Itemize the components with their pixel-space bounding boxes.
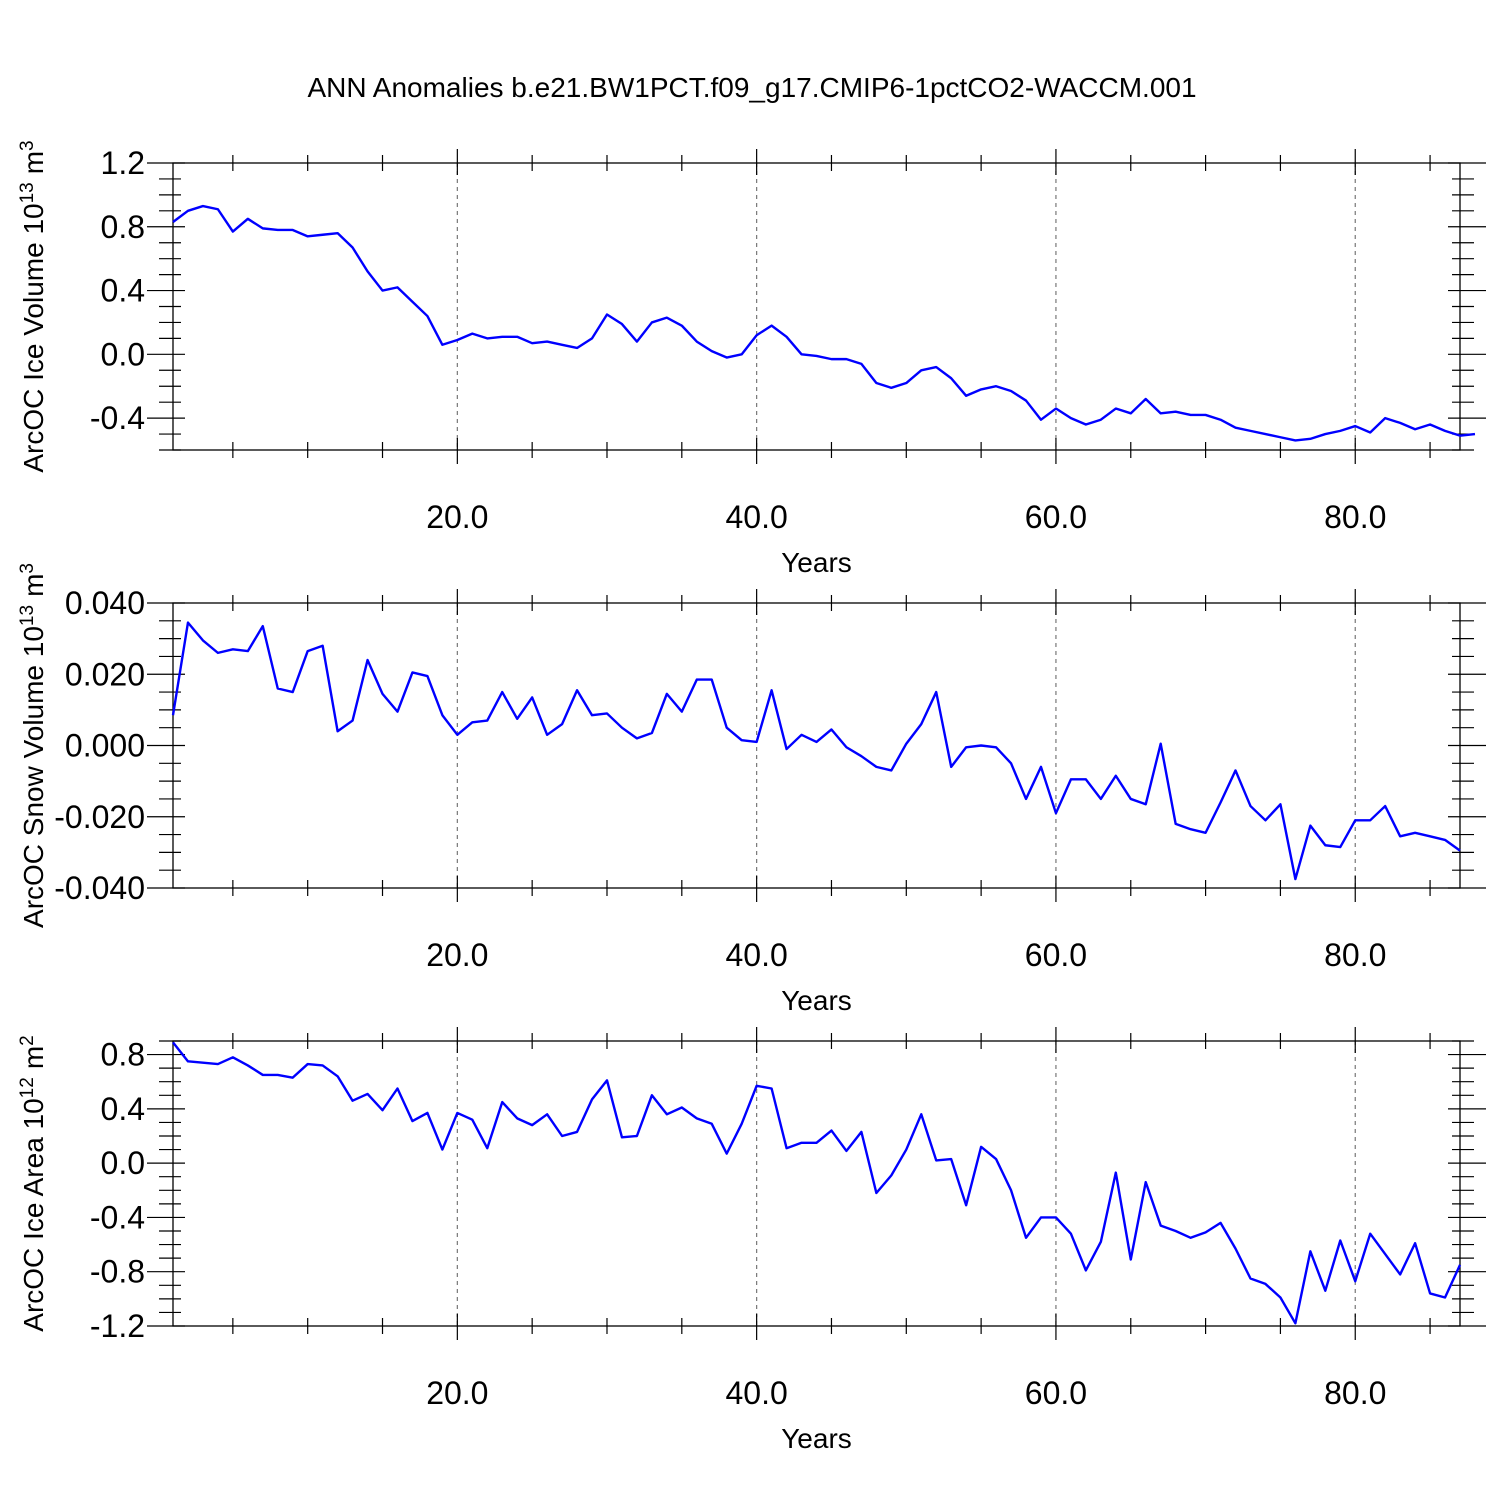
x-tick-label: 20.0 xyxy=(426,937,488,973)
x-tick-label: 40.0 xyxy=(725,499,787,535)
series-line xyxy=(171,621,1461,881)
x-tick-label: 80.0 xyxy=(1324,937,1386,973)
x-tick-label: 80.0 xyxy=(1324,1375,1386,1411)
y-axis-title-part: ArcOC Ice Area 10 xyxy=(18,1098,49,1331)
y-tick-label: 0.8 xyxy=(101,209,145,245)
x-axis-title: Years xyxy=(781,1423,852,1454)
y-axis-title: ArcOC Ice Volume 1013 m3 xyxy=(17,140,50,472)
x-tick-label: 60.0 xyxy=(1025,1375,1087,1411)
series-line xyxy=(172,204,1476,442)
y-tick-label: -0.8 xyxy=(90,1254,145,1290)
y-tick-label: 1.2 xyxy=(101,145,145,181)
series-line xyxy=(172,1041,1462,1325)
x-tick-label: 40.0 xyxy=(725,937,787,973)
panel-3: -1.2 -0.8 -0.4 0.0 0.4 0.8 20.0 40.0 60.0 80.0 Yea… xyxy=(17,1027,1486,1454)
y-axis-title-superscript: 12 xyxy=(17,1077,38,1098)
y-axis-title-superscript: 13 xyxy=(17,182,38,203)
plot-frame xyxy=(172,1040,1461,1327)
y-axis-title-superscript: 2 xyxy=(17,1035,38,1046)
y-axis-title-superscript: 3 xyxy=(17,140,38,151)
y-tick-label: -0.4 xyxy=(90,400,145,436)
panel-1: -0.4 0.0 0.4 0.8 1.2 20.0 40.0 60.0 80.0 Years Arc… xyxy=(17,140,1486,578)
y-tick-label: 0.0 xyxy=(101,1145,145,1181)
figure-title: ANN Anomalies b.e21.BW1PCT.f09_g17.CMIP6… xyxy=(307,72,1196,103)
y-tick-label: 0.4 xyxy=(101,273,145,309)
y-tick-label: -0.4 xyxy=(90,1199,145,1235)
x-tick-label: 40.0 xyxy=(725,1375,787,1411)
x-tick-label: 20.0 xyxy=(426,499,488,535)
x-tick-label: 60.0 xyxy=(1025,937,1087,973)
plot-frame xyxy=(172,162,1461,451)
y-tick-label: 0.8 xyxy=(101,1037,145,1073)
plot-frame xyxy=(172,602,1461,889)
y-tick-label: 0.000 xyxy=(65,728,145,764)
y-axis-title: ArcOC Ice Area 1012 m2 xyxy=(17,1035,50,1331)
y-axis-title-part: m xyxy=(18,1046,49,1069)
x-axis-title: Years xyxy=(781,547,852,578)
y-tick-label: 0.0 xyxy=(101,336,145,372)
x-tick-label: 80.0 xyxy=(1324,499,1386,535)
y-axis-title-part: ArcOC Ice Volume 10 xyxy=(18,203,49,472)
x-axis-title: Years xyxy=(781,985,852,1016)
y-tick-label: -1.2 xyxy=(90,1308,145,1344)
y-axis-title-part: m xyxy=(18,151,49,174)
x-tick-label: 60.0 xyxy=(1025,499,1087,535)
panels: -0.40.00.40.81.220.0 40.0 60.0 80.0YearsArc… xyxy=(17,140,1486,1454)
y-axis-title: ArcOC Snow Volume 1013 m3 xyxy=(17,563,50,928)
y-tick-label: 0.020 xyxy=(65,656,145,692)
x-tick-label: 20.0 xyxy=(426,1375,488,1411)
y-tick-label: 0.040 xyxy=(65,585,145,621)
y-axis-title-part: ArcOC Snow Volume 10 xyxy=(18,626,49,928)
y-axis-title-part: m xyxy=(18,574,49,597)
panel-2: -0.040 -0.020 0.000 0.020 0.040 20.0 40.0 60.0 8… xyxy=(17,563,1486,1016)
y-axis-title-superscript: 3 xyxy=(17,563,38,574)
y-tick-label: 0.4 xyxy=(101,1091,145,1127)
y-axis-title-superscript: 13 xyxy=(17,605,38,626)
y-tick-label: -0.020 xyxy=(54,799,145,835)
y-tick-label: -0.040 xyxy=(54,870,145,906)
